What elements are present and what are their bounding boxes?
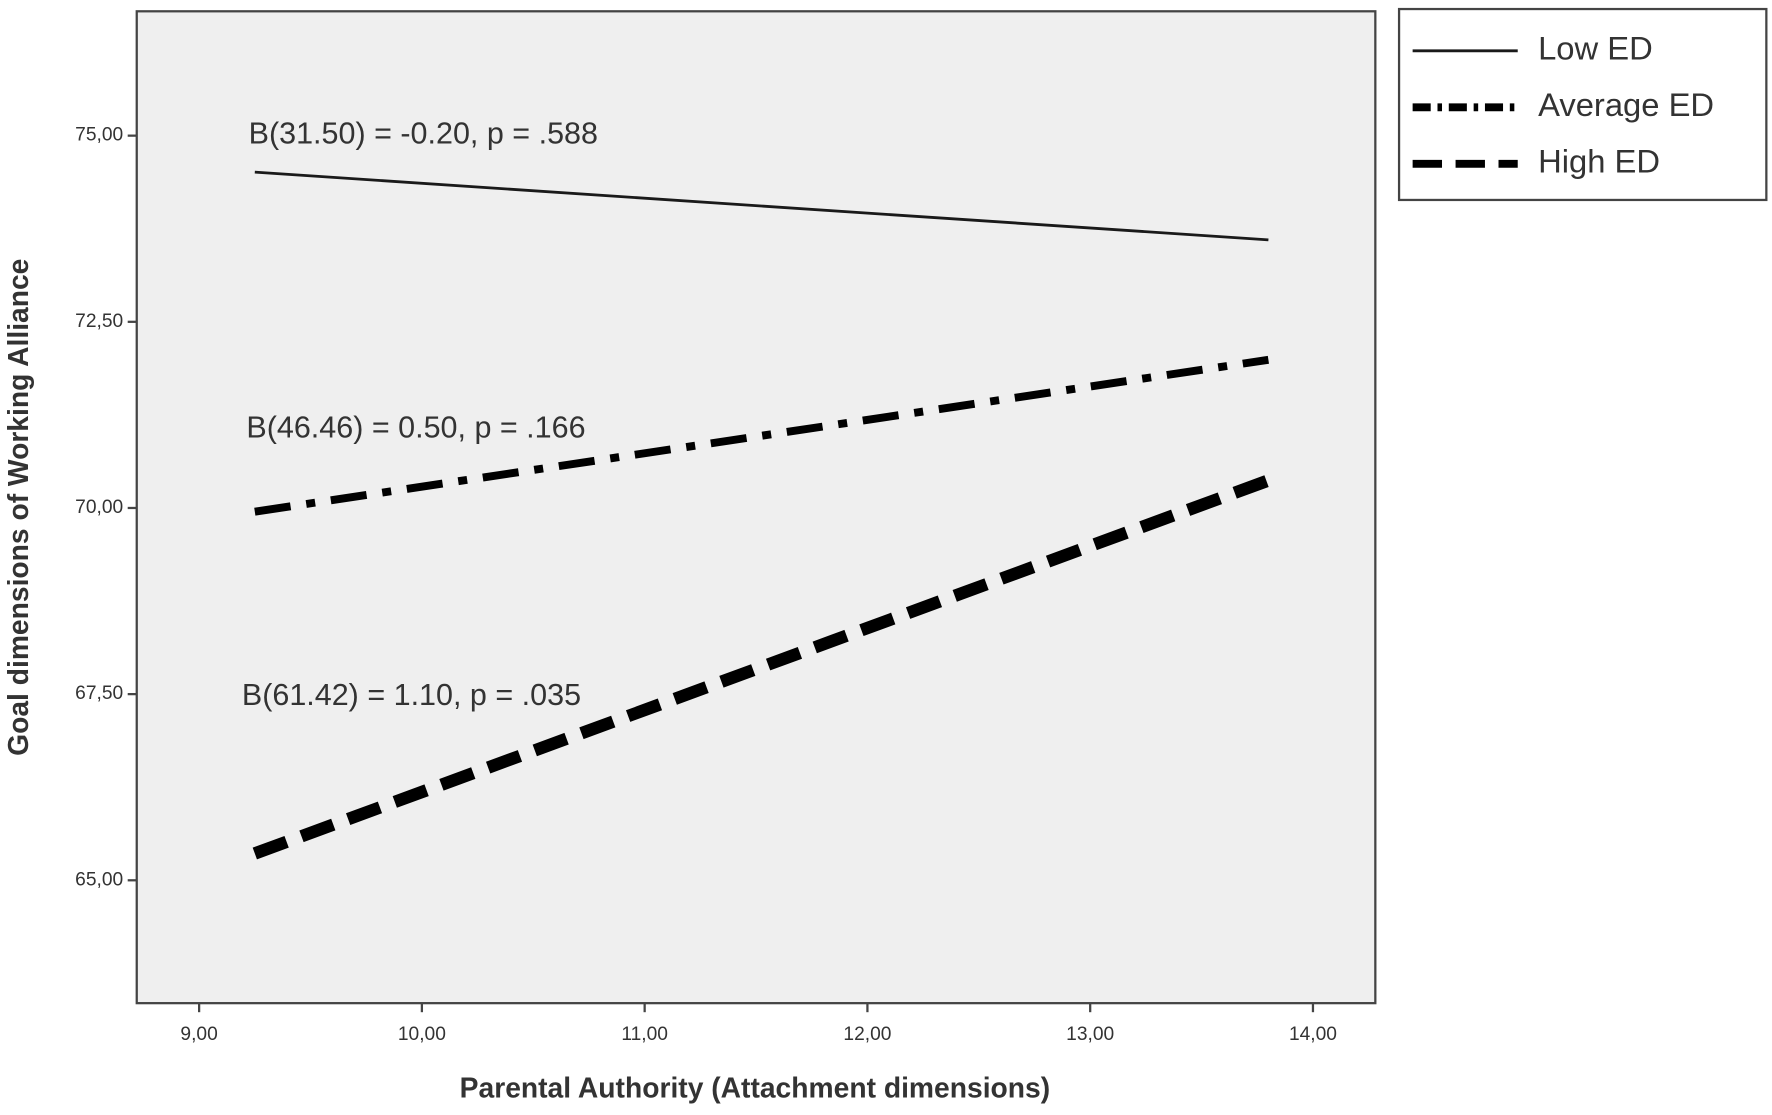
series-line [254, 170, 1269, 242]
annotation: B(31.50) = -0.20, p = .588 [249, 117, 598, 151]
y-tick-label: 75,00 [75, 125, 123, 146]
legend-label: Average ED [1538, 86, 1714, 123]
legend-label: High ED [1538, 142, 1660, 179]
y-tick-label: 65,00 [75, 869, 123, 890]
x-tick-label: 14,00 [1289, 1024, 1337, 1045]
y-axis-label: Goal dimensions of Working Alliance [2, 259, 34, 756]
x-tick-label: 12,00 [843, 1024, 891, 1045]
annotation: B(46.46) = 0.50, p = .166 [246, 410, 585, 444]
x-tick-label: 11,00 [621, 1024, 668, 1045]
x-tick-label: 9,00 [180, 1024, 217, 1045]
series-line [254, 355, 1269, 516]
y-tick-label: 67,50 [75, 683, 123, 704]
plot-area [135, 10, 1377, 1005]
y-tick-label: 70,00 [75, 497, 123, 518]
x-tick-label: 10,00 [398, 1024, 446, 1045]
x-axis-label: Parental Authority (Attachment dimension… [460, 1072, 1050, 1104]
series-line [252, 474, 1271, 860]
x-tick-label: 13,00 [1066, 1024, 1114, 1045]
annotation: B(61.42) = 1.10, p = .035 [242, 678, 581, 712]
y-tick-label: 72,50 [75, 311, 123, 332]
legend-label: Low ED [1538, 29, 1653, 66]
